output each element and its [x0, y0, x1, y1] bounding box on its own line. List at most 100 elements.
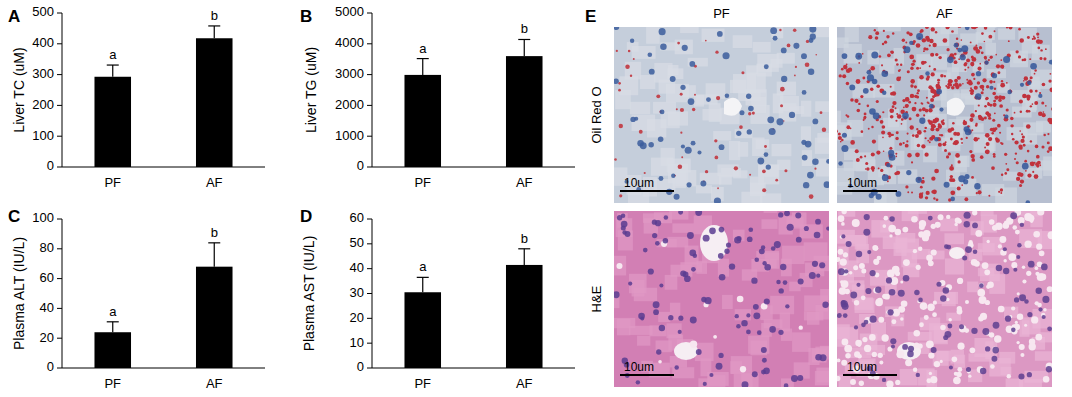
cytoplasm — [619, 76, 638, 95]
y-tick-label: 60 — [350, 210, 364, 225]
lipid-droplet — [1000, 142, 1002, 144]
nucleus — [960, 54, 966, 60]
y-tick-label: 200 — [32, 97, 54, 112]
nucleus — [916, 177, 922, 183]
vessel — [897, 342, 921, 360]
cytoplasm — [629, 274, 647, 294]
lipid-droplet — [925, 27, 929, 29]
lipid-droplet — [996, 64, 1000, 68]
y-tick-label: 20 — [40, 330, 54, 345]
lipid-droplet — [921, 144, 925, 148]
cytoplasm — [665, 275, 678, 290]
lipid-droplet — [932, 95, 934, 97]
bar — [506, 56, 543, 167]
lipid-droplet — [870, 66, 875, 71]
lipid-droplet — [922, 177, 924, 179]
lipid-droplet — [858, 62, 860, 64]
vacuole — [838, 249, 844, 255]
lipid-droplet — [1025, 170, 1027, 172]
vacuole — [891, 319, 896, 324]
cytoplasm — [898, 169, 917, 183]
lipid-droplet — [741, 71, 744, 74]
vacuole — [855, 340, 862, 347]
nucleus — [1007, 90, 1012, 95]
y-tick-label: 50 — [350, 235, 364, 250]
lipid-droplet — [618, 82, 621, 85]
vacuole — [872, 352, 877, 357]
cytoplasm — [1031, 70, 1052, 89]
lipid-droplet — [966, 79, 968, 81]
lipid-droplet — [984, 105, 987, 108]
lipid-droplet — [892, 105, 895, 108]
lipid-droplet — [902, 39, 905, 42]
nucleus — [871, 52, 878, 59]
lipid-droplet — [1051, 107, 1052, 111]
lipid-droplet — [971, 129, 973, 131]
cytoplasm — [987, 69, 1006, 78]
lipid-droplet — [874, 29, 876, 31]
nucleus — [965, 27, 970, 30]
lipid-droplet — [966, 58, 970, 62]
cytoplasm — [729, 141, 740, 160]
cytoplasm — [661, 148, 675, 166]
y-tick-label: 20 — [350, 310, 364, 325]
lipid-droplet — [957, 27, 961, 28]
vacuole — [1015, 230, 1020, 235]
lipid-droplet — [822, 128, 826, 132]
lipid-droplet — [917, 89, 920, 92]
lipid-droplet — [866, 167, 869, 170]
lipid-droplet — [876, 100, 879, 103]
lipid-droplet — [878, 168, 880, 170]
nucleus — [928, 216, 933, 221]
lipid-droplet — [1004, 153, 1007, 156]
lipid-droplet — [992, 103, 996, 107]
cytoplasm — [654, 179, 675, 190]
x-axis — [62, 368, 265, 369]
lipid-droplet — [940, 134, 943, 137]
lipid-droplet — [982, 78, 986, 82]
lipid-droplet — [872, 139, 876, 143]
nucleus — [906, 170, 911, 175]
lipid-droplet — [895, 137, 898, 140]
x-tick-label: AF — [206, 175, 223, 190]
nucleus — [703, 235, 710, 242]
lipid-droplet — [995, 137, 998, 140]
lipid-droplet — [978, 190, 982, 194]
vacuole — [957, 278, 963, 284]
micrograph — [614, 211, 829, 387]
significance-letter: b — [211, 225, 218, 240]
lipid-droplet — [837, 129, 838, 133]
lipid-droplet — [909, 55, 914, 60]
y-tick-label: 4000 — [335, 35, 364, 50]
lipid-droplet — [993, 81, 995, 83]
lipid-droplet — [905, 41, 907, 43]
lipid-droplet — [619, 194, 622, 197]
lipid-droplet — [966, 137, 968, 139]
vacuole — [1039, 251, 1045, 257]
error-stem — [422, 59, 423, 75]
nucleus — [670, 76, 676, 82]
lipid-droplet — [680, 93, 683, 96]
lipid-droplet — [1020, 179, 1024, 183]
y-tick-label: 500 — [32, 4, 54, 19]
y-tick — [367, 105, 372, 106]
lipid-droplet — [875, 31, 879, 35]
nucleus — [841, 300, 846, 305]
lipid-droplet — [1010, 117, 1014, 121]
lipid-droplet — [911, 192, 913, 194]
lipid-droplet — [930, 53, 934, 57]
nucleus — [747, 236, 753, 242]
lipid-droplet — [715, 50, 718, 53]
lipid-droplet — [1019, 38, 1024, 43]
significance-letter: b — [211, 8, 218, 23]
vacuole — [1008, 253, 1016, 261]
vacuole — [1031, 316, 1038, 323]
cytoplasm — [632, 115, 656, 131]
lipid-droplet — [938, 143, 942, 147]
lipid-droplet — [1023, 144, 1026, 147]
y-tick-label: 40 — [40, 300, 54, 315]
lipid-droplet — [1043, 134, 1045, 136]
nucleus — [914, 290, 919, 295]
lipid-droplet — [1030, 140, 1032, 142]
error-bar — [107, 65, 119, 77]
